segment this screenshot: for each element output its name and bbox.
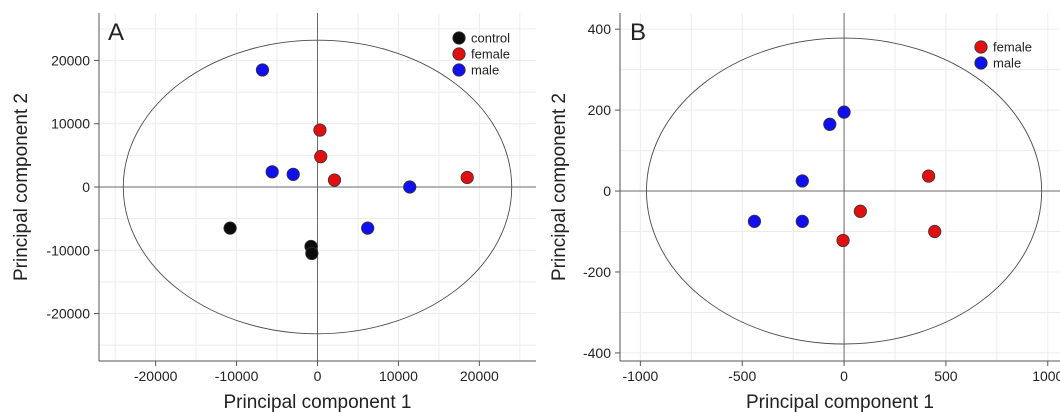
data-point-male bbox=[403, 180, 417, 194]
panel-a: -20000 -10000 0 10000 20000 -20000 -10000 0 1000… bbox=[11, 13, 536, 412]
x-tick-label: -1000 bbox=[622, 368, 658, 384]
y-tick-label: -400 bbox=[583, 345, 611, 361]
y-tick-label: -10000 bbox=[46, 242, 90, 258]
x-tick-label: 0 bbox=[314, 368, 322, 384]
x-axis-title: Principal component 1 bbox=[746, 392, 934, 412]
data-point-female bbox=[314, 150, 328, 164]
y-tick-label: 10000 bbox=[51, 116, 90, 132]
legend-label-male: male bbox=[993, 56, 1021, 71]
confidence-ellipse bbox=[122, 39, 513, 335]
panel-letter: B bbox=[630, 19, 646, 46]
y-tick-label: -200 bbox=[583, 264, 611, 280]
series-control bbox=[223, 221, 319, 261]
grid bbox=[620, 13, 1060, 361]
legend-label-male: male bbox=[471, 63, 499, 78]
series-male bbox=[255, 63, 417, 235]
data-point-male bbox=[361, 221, 375, 235]
data-point-control bbox=[223, 221, 237, 235]
legend-marker-female bbox=[452, 47, 466, 61]
data-point-male bbox=[286, 167, 300, 181]
y-tick-label: 200 bbox=[588, 102, 612, 118]
x-tick-label: 1000 bbox=[1032, 368, 1060, 384]
legend-label-control: control bbox=[471, 31, 510, 46]
data-point-male bbox=[747, 214, 762, 228]
legend-marker-male bbox=[452, 63, 466, 77]
data-point-female bbox=[922, 169, 936, 183]
data-point-female bbox=[460, 170, 474, 185]
data-point-male bbox=[795, 174, 809, 188]
data-point-male bbox=[255, 63, 270, 77]
confidence-ellipse bbox=[646, 37, 1043, 345]
data-point-male bbox=[823, 117, 837, 131]
data-point-male bbox=[265, 165, 279, 179]
x-tick-label: -20000 bbox=[134, 368, 178, 384]
x-tick-label: 20000 bbox=[460, 368, 499, 384]
y-axis-title: Principal component 2 bbox=[549, 93, 570, 281]
y-axis-title: Principal component 2 bbox=[11, 93, 32, 281]
legend-marker-control bbox=[452, 31, 466, 45]
data-point-female bbox=[313, 123, 327, 137]
data-point-male bbox=[795, 214, 809, 228]
x-tick-label: 10000 bbox=[379, 368, 418, 384]
data-point-female bbox=[928, 224, 942, 239]
y-tick-label: 0 bbox=[82, 179, 90, 195]
panel-b: -1000 -500 0 500 1000 -400 -200 0 200 400 Principa… bbox=[549, 13, 1060, 412]
x-tick-label: 0 bbox=[840, 368, 848, 384]
x-axis-title: Principal component 1 bbox=[224, 392, 412, 412]
series-female bbox=[836, 169, 942, 248]
x-tick-label: -500 bbox=[728, 368, 756, 384]
y-tick-label: -20000 bbox=[46, 306, 90, 322]
series-female bbox=[313, 123, 474, 187]
data-point-female bbox=[327, 173, 342, 187]
x-tick-label: -10000 bbox=[215, 368, 259, 384]
panel-letter: A bbox=[108, 19, 124, 46]
data-point-male bbox=[837, 105, 851, 119]
legend-marker-male bbox=[974, 56, 988, 70]
y-tick-label: 400 bbox=[588, 21, 612, 37]
y-tick-label: 0 bbox=[603, 183, 611, 199]
series-male bbox=[747, 105, 851, 228]
data-point-female bbox=[836, 233, 850, 248]
data-point-female bbox=[853, 204, 867, 218]
x-tick-label: 500 bbox=[934, 368, 958, 384]
data-point-control bbox=[305, 246, 319, 261]
legend-label-female: female bbox=[993, 40, 1032, 55]
legend-marker-female bbox=[974, 40, 988, 54]
y-tick-label: 20000 bbox=[51, 52, 90, 68]
legend-label-female: female bbox=[471, 47, 510, 62]
